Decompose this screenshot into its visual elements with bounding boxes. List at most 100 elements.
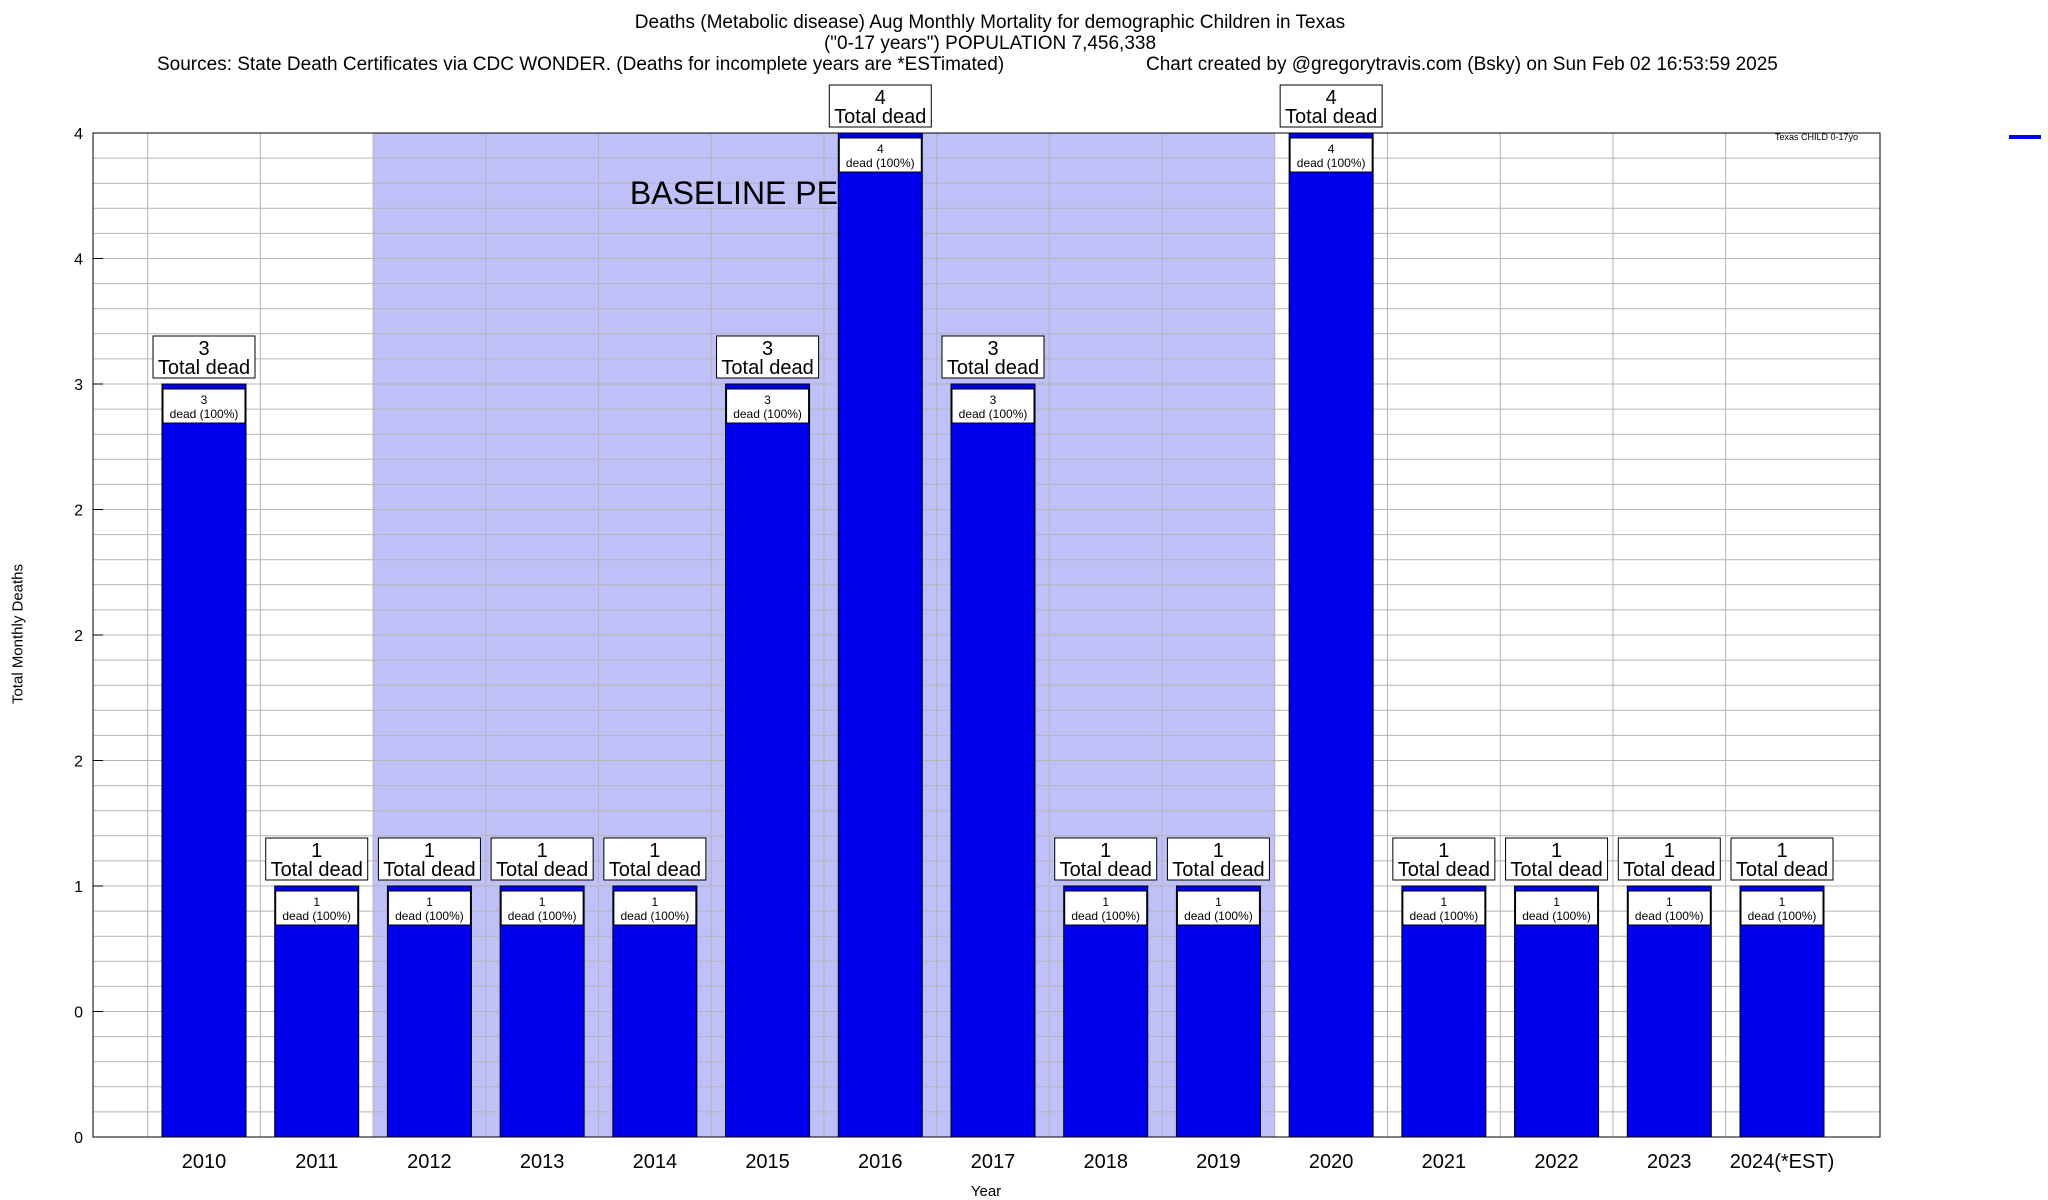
bar-total-label-box	[265, 837, 369, 881]
bar	[612, 885, 698, 1138]
bar-total-value: 1	[1438, 840, 1449, 862]
bar-inner-label-box	[613, 890, 697, 926]
x-tick-label: 2019	[1196, 1151, 1241, 1173]
bar	[837, 132, 923, 1138]
bar-inner-label-box	[500, 890, 584, 926]
bar-inner-label: dead (100%)	[282, 909, 351, 923]
bar	[1514, 885, 1600, 1138]
bar-inner-label: dead (100%)	[395, 909, 464, 923]
bar	[1626, 885, 1712, 1138]
bar-inner-value: 1	[1666, 895, 1673, 909]
bar	[1288, 132, 1374, 1138]
bar-inner-label-box	[1515, 890, 1599, 926]
chart-title-line-1: Deaths (Metabolic disease) Aug Monthly M…	[634, 12, 1346, 33]
bar-inner-label-box	[1289, 137, 1373, 173]
bar-total-label-box	[490, 837, 594, 881]
bar-inner-label-box	[838, 137, 922, 173]
bar	[950, 383, 1036, 1138]
y-tick-label: 2	[74, 754, 83, 771]
legend-swatch	[2009, 135, 2041, 139]
bar-total-value: 1	[537, 840, 548, 862]
y-tick-label: 4	[74, 252, 83, 269]
bar-inner-label: dead (100%)	[170, 407, 239, 421]
bar-total-value: 1	[1776, 840, 1787, 862]
bar-inner-label: dead (100%)	[1635, 909, 1704, 923]
bar	[725, 383, 811, 1138]
bar-inner-value: 1	[426, 895, 433, 909]
bar-total-label-box	[1730, 837, 1834, 881]
bar-total-label-box	[1054, 837, 1158, 881]
bar-total-label: Total dead	[1623, 859, 1715, 881]
bar-inner-label: dead (100%)	[1748, 909, 1817, 923]
bar	[1739, 885, 1825, 1138]
bar-total-label: Total dead	[383, 859, 475, 881]
bar-total-label-box	[716, 335, 820, 379]
bar-total-value: 1	[649, 840, 660, 862]
bar-total-label: Total dead	[947, 357, 1039, 379]
bar-inner-label-box	[162, 388, 246, 424]
bar-inner-label-box	[1402, 890, 1486, 926]
bar-inner-value: 1	[313, 895, 320, 909]
bar-inner-label-box	[275, 890, 359, 926]
bar-total-label-box	[1505, 837, 1609, 881]
bar-inner-label: dead (100%)	[1297, 156, 1366, 170]
bar-total-label-box	[152, 335, 256, 379]
x-tick-label: 2015	[745, 1151, 790, 1173]
bar	[499, 885, 585, 1138]
bar-total-label: Total dead	[1172, 859, 1264, 881]
bar-inner-label: dead (100%)	[1184, 909, 1253, 923]
chart-credit: Chart created by @gregorytravis.com (Bsk…	[1146, 54, 1778, 75]
plot-border	[92, 132, 1881, 1138]
bar-total-label-box	[377, 837, 481, 881]
bar-total-label: Total dead	[834, 106, 926, 128]
bar-total-value: 3	[198, 338, 209, 360]
bar-inner-label-box	[387, 890, 471, 926]
bar-inner-value: 1	[1215, 895, 1222, 909]
bar-inner-value: 1	[1779, 895, 1786, 909]
bar-total-value: 1	[311, 840, 322, 862]
bar-inner-value: 1	[1553, 895, 1560, 909]
bar-total-label: Total dead	[1285, 106, 1377, 128]
bar-total-label-box	[828, 84, 932, 128]
bar-total-label-box	[941, 335, 1045, 379]
x-tick-label: 2010	[182, 1151, 227, 1173]
bar-inner-label-box	[1176, 890, 1260, 926]
x-tick-label: 2016	[858, 1151, 903, 1173]
bar-inner-label: dead (100%)	[733, 407, 802, 421]
bar-inner-label: dead (100%)	[959, 407, 1028, 421]
bar-total-value: 1	[1100, 840, 1111, 862]
bar-total-label-box	[603, 837, 707, 881]
bar-total-label: Total dead	[721, 357, 813, 379]
bar-inner-label: dead (100%)	[1409, 909, 1478, 923]
y-tick-label: 4	[74, 126, 83, 143]
x-tick-label: 2024(*EST)	[1730, 1151, 1835, 1173]
bar-inner-label-box	[1627, 890, 1711, 926]
x-tick-label: 2012	[407, 1151, 452, 1173]
bar-inner-label: dead (100%)	[508, 909, 577, 923]
bar-inner-label-box	[1064, 890, 1148, 926]
bar-total-value: 3	[762, 338, 773, 360]
bar-inner-label: dead (100%)	[620, 909, 689, 923]
x-tick-label: 2014	[633, 1151, 678, 1173]
bar-inner-value: 3	[990, 393, 997, 407]
bar-inner-value: 1	[1441, 895, 1448, 909]
x-tick-label: 2023	[1647, 1151, 1692, 1173]
bar-inner-label-box	[1740, 890, 1824, 926]
bar-inner-label-box	[951, 388, 1035, 424]
bar-total-label: Total dead	[1060, 859, 1152, 881]
bar-total-label: Total dead	[271, 859, 363, 881]
bar-total-label: Total dead	[1398, 859, 1490, 881]
bar-total-value: 1	[424, 840, 435, 862]
bar-inner-value: 1	[652, 895, 659, 909]
bar-inner-label: dead (100%)	[1522, 909, 1591, 923]
bar-inner-label: dead (100%)	[1071, 909, 1140, 923]
y-tick-label: 3	[74, 377, 83, 394]
y-tick-label: 2	[74, 503, 83, 520]
bar-total-value: 4	[875, 87, 886, 109]
bar-inner-value: 1	[539, 895, 546, 909]
bar	[161, 383, 247, 1138]
bar-inner-value: 4	[1328, 142, 1335, 156]
x-tick-label: 2011	[295, 1151, 338, 1173]
bar-inner-value: 1	[1102, 895, 1109, 909]
